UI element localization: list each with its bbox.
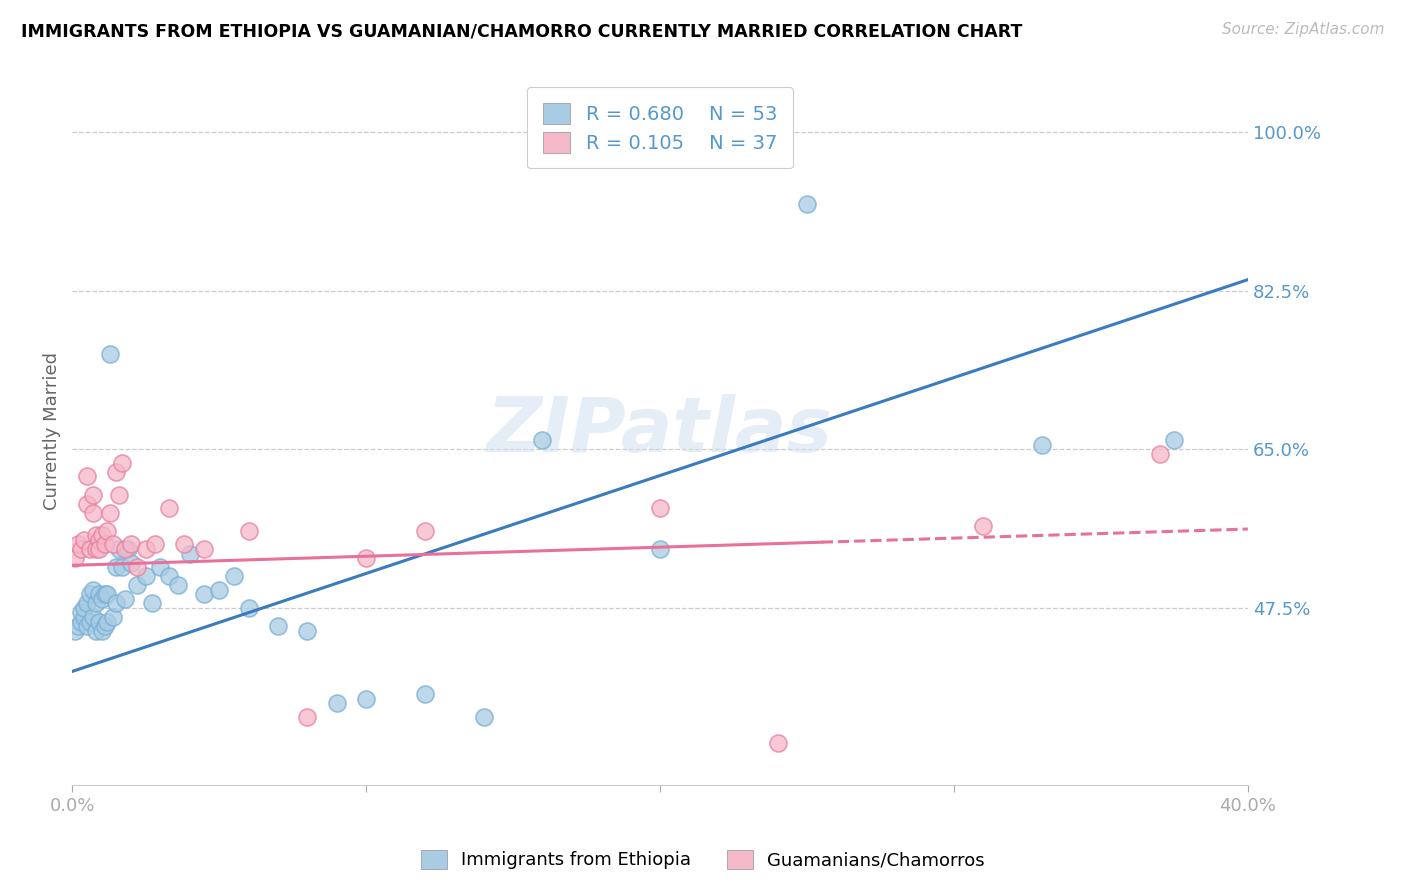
Text: Source: ZipAtlas.com: Source: ZipAtlas.com <box>1222 22 1385 37</box>
Point <box>179 547 201 561</box>
Point <box>354 551 377 566</box>
Point <box>100 347 122 361</box>
Point <box>267 619 290 633</box>
Point <box>354 691 377 706</box>
Point <box>972 519 994 533</box>
Point <box>648 501 671 516</box>
Text: IMMIGRANTS FROM ETHIOPIA VS GUAMANIAN/CHAMORRO CURRENTLY MARRIED CORRELATION CHA: IMMIGRANTS FROM ETHIOPIA VS GUAMANIAN/CH… <box>21 22 1022 40</box>
Point <box>82 610 104 624</box>
Point <box>105 596 128 610</box>
Point <box>96 524 118 538</box>
Point <box>111 456 134 470</box>
Point <box>93 537 115 551</box>
Point <box>648 541 671 556</box>
Point <box>67 537 90 551</box>
Point <box>125 560 148 574</box>
Point <box>93 619 115 633</box>
Point <box>157 569 180 583</box>
Point <box>100 506 122 520</box>
Point <box>87 541 110 556</box>
Point <box>167 578 190 592</box>
Point <box>120 556 142 570</box>
Point <box>103 610 125 624</box>
Point <box>87 587 110 601</box>
Point <box>143 537 166 551</box>
Point <box>82 506 104 520</box>
Point <box>111 560 134 574</box>
Text: ZIPatlas: ZIPatlas <box>486 394 832 468</box>
Point <box>193 541 215 556</box>
Point <box>238 524 260 538</box>
Point <box>103 537 125 551</box>
Point <box>208 582 231 597</box>
Point <box>297 624 319 638</box>
Legend: R = 0.680    N = 53, R = 0.105    N = 37: R = 0.680 N = 53, R = 0.105 N = 37 <box>527 87 793 169</box>
Point <box>96 587 118 601</box>
Point <box>67 619 90 633</box>
Point <box>70 606 93 620</box>
Point <box>105 465 128 479</box>
Point <box>84 528 107 542</box>
Point <box>141 596 163 610</box>
Point <box>90 624 112 638</box>
Point <box>90 591 112 606</box>
Point <box>73 610 96 624</box>
Point <box>472 710 495 724</box>
Point <box>76 469 98 483</box>
Point <box>125 578 148 592</box>
Point <box>135 569 157 583</box>
Point <box>73 533 96 547</box>
Point <box>326 696 349 710</box>
Point <box>79 615 101 629</box>
Point <box>297 710 319 724</box>
Point <box>1163 433 1185 447</box>
Point <box>796 197 818 211</box>
Point <box>82 487 104 501</box>
Point <box>84 541 107 556</box>
Point <box>76 619 98 633</box>
Point <box>63 551 86 566</box>
Point <box>79 541 101 556</box>
Point <box>238 601 260 615</box>
Point <box>70 615 93 629</box>
Point <box>79 587 101 601</box>
Point <box>193 587 215 601</box>
Point <box>96 615 118 629</box>
Point <box>531 433 554 447</box>
Point <box>766 736 789 750</box>
Point <box>70 541 93 556</box>
Point <box>157 501 180 516</box>
Point <box>114 541 136 556</box>
Point <box>90 528 112 542</box>
Point <box>173 537 195 551</box>
Point <box>84 596 107 610</box>
Point <box>120 537 142 551</box>
Point <box>93 587 115 601</box>
Point <box>87 615 110 629</box>
Point <box>73 601 96 615</box>
Point <box>135 541 157 556</box>
Point <box>114 591 136 606</box>
Point <box>149 560 172 574</box>
Point <box>108 487 131 501</box>
Point <box>76 596 98 610</box>
Y-axis label: Currently Married: Currently Married <box>44 352 60 510</box>
Point <box>108 541 131 556</box>
Point <box>84 624 107 638</box>
Point <box>76 497 98 511</box>
Point <box>222 569 245 583</box>
Point <box>82 582 104 597</box>
Point <box>105 560 128 574</box>
Point <box>117 541 139 556</box>
Point <box>63 624 86 638</box>
Point <box>87 533 110 547</box>
Point <box>413 687 436 701</box>
Point <box>413 524 436 538</box>
Legend: Immigrants from Ethiopia, Guamanians/Chamorros: Immigrants from Ethiopia, Guamanians/Cha… <box>412 841 994 879</box>
Point <box>1149 447 1171 461</box>
Point <box>1031 438 1053 452</box>
